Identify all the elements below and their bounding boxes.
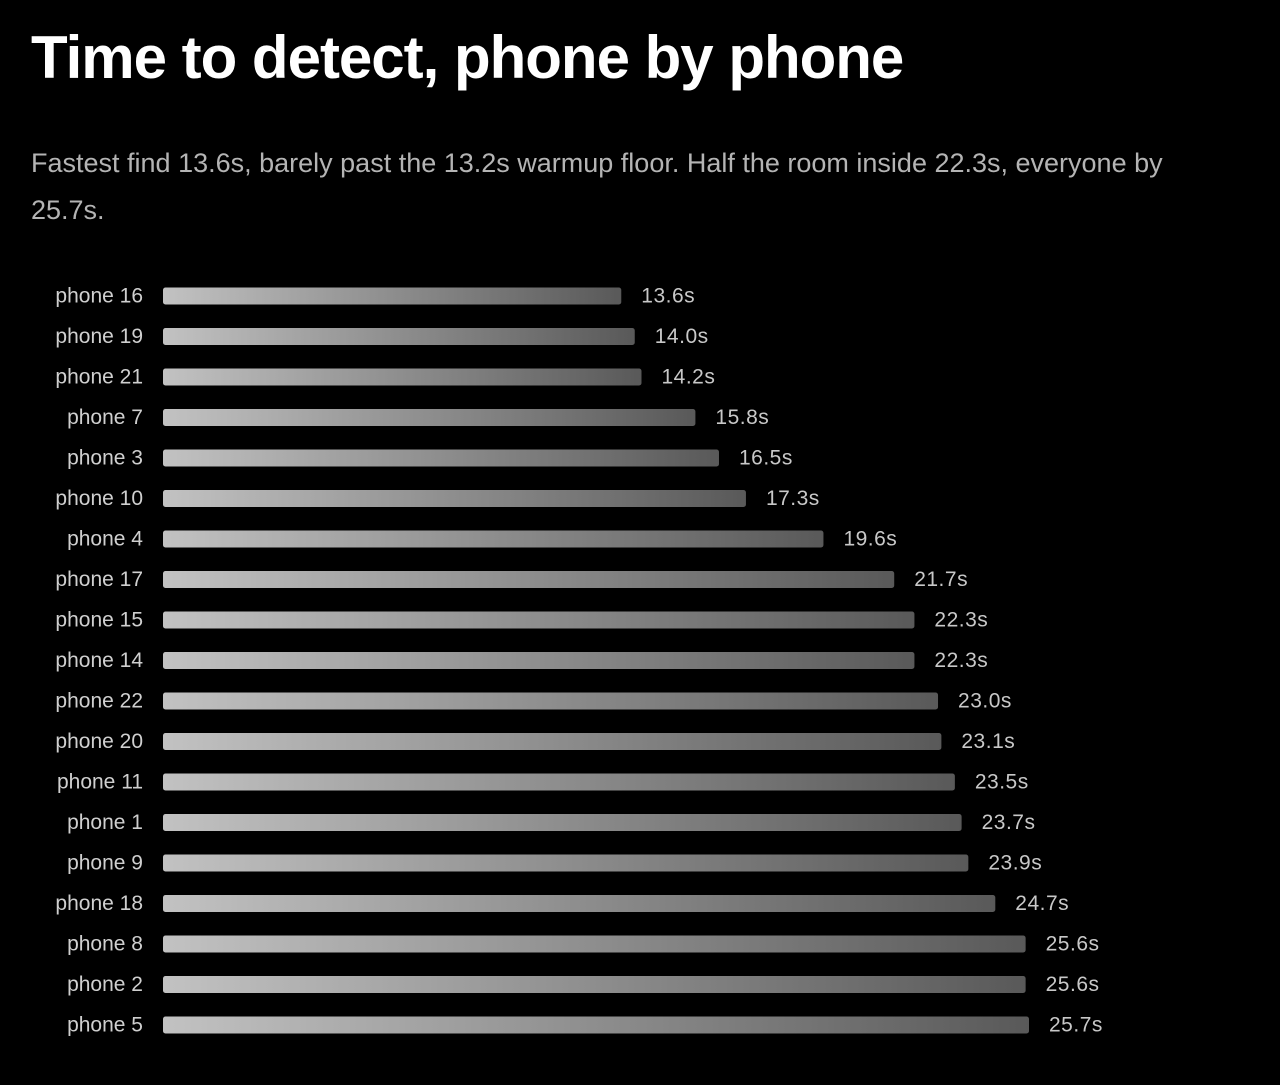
bar-label: phone 18: [55, 892, 143, 915]
bar: [163, 895, 996, 912]
bar-label: phone 11: [57, 771, 143, 794]
bar-value-label: 25.7s: [1049, 1014, 1103, 1037]
bar-value-label: 22.3s: [934, 609, 988, 632]
bar-value-label: 16.5s: [739, 447, 793, 470]
bar-value-label: 19.6s: [843, 528, 897, 551]
bar: [163, 530, 824, 548]
bar-value-label: 15.8s: [715, 406, 769, 429]
bar: [163, 773, 955, 791]
bar: [163, 1016, 1029, 1034]
bar-group: phone 16 13.6s phone 19 14.0s phone 21 14.2s p…: [55, 285, 1102, 1037]
bar-value-label: 24.7s: [1015, 892, 1069, 915]
bar-value-label: 23.0s: [958, 690, 1012, 713]
bar-label: phone 14: [55, 649, 143, 672]
bar-value-label: 23.1s: [961, 730, 1015, 753]
bar: [163, 814, 962, 831]
bar-value-label: 21.7s: [914, 568, 968, 591]
bar-label: phone 4: [67, 528, 143, 551]
bar-label: phone 3: [67, 447, 143, 470]
bar: [163, 652, 915, 669]
bar: [163, 409, 696, 426]
bar-label: phone 16: [55, 285, 143, 308]
bar: [163, 854, 969, 872]
bar-label: phone 8: [67, 933, 143, 956]
bar: [163, 328, 635, 345]
bar-label: phone 19: [55, 325, 143, 348]
chart-title: Time to detect, phone by phone: [31, 24, 904, 91]
bar-label: phone 22: [55, 690, 143, 713]
bar: [163, 490, 746, 507]
bar-value-label: 25.6s: [1046, 933, 1100, 956]
bar: [163, 368, 642, 386]
bar-value-label: 14.0s: [655, 325, 709, 348]
bar-value-label: 23.7s: [982, 811, 1036, 834]
bar-label: phone 9: [67, 852, 143, 875]
bar-value-label: 23.9s: [988, 852, 1042, 875]
bar-label: phone 15: [55, 609, 143, 632]
bar-value-label: 14.2s: [661, 366, 715, 389]
bar-label: phone 5: [67, 1014, 143, 1037]
chart-subtitle: Fastest find 13.6s, barely past the 13.2…: [31, 148, 1163, 225]
bar: [163, 692, 939, 710]
bar: [163, 287, 622, 305]
bar-value-label: 22.3s: [934, 649, 988, 672]
bar: [163, 449, 719, 467]
bar-value-label: 23.5s: [975, 771, 1029, 794]
bar-value-label: 17.3s: [766, 487, 820, 510]
bar-label: phone 17: [55, 568, 143, 591]
bar-value-label: 25.6s: [1046, 973, 1100, 996]
bar-label: phone 7: [67, 406, 143, 429]
bar: [163, 611, 915, 629]
bar-value-label: 13.6s: [641, 285, 695, 308]
bar: [163, 976, 1026, 993]
bar-label: phone 1: [67, 811, 143, 834]
bar-label: phone 10: [55, 487, 143, 510]
bar: [163, 733, 942, 750]
bar: [163, 571, 895, 588]
bar-label: phone 21: [55, 366, 143, 389]
bar-label: phone 20: [55, 730, 143, 753]
bar-label: phone 2: [67, 973, 143, 996]
bar: [163, 935, 1026, 953]
